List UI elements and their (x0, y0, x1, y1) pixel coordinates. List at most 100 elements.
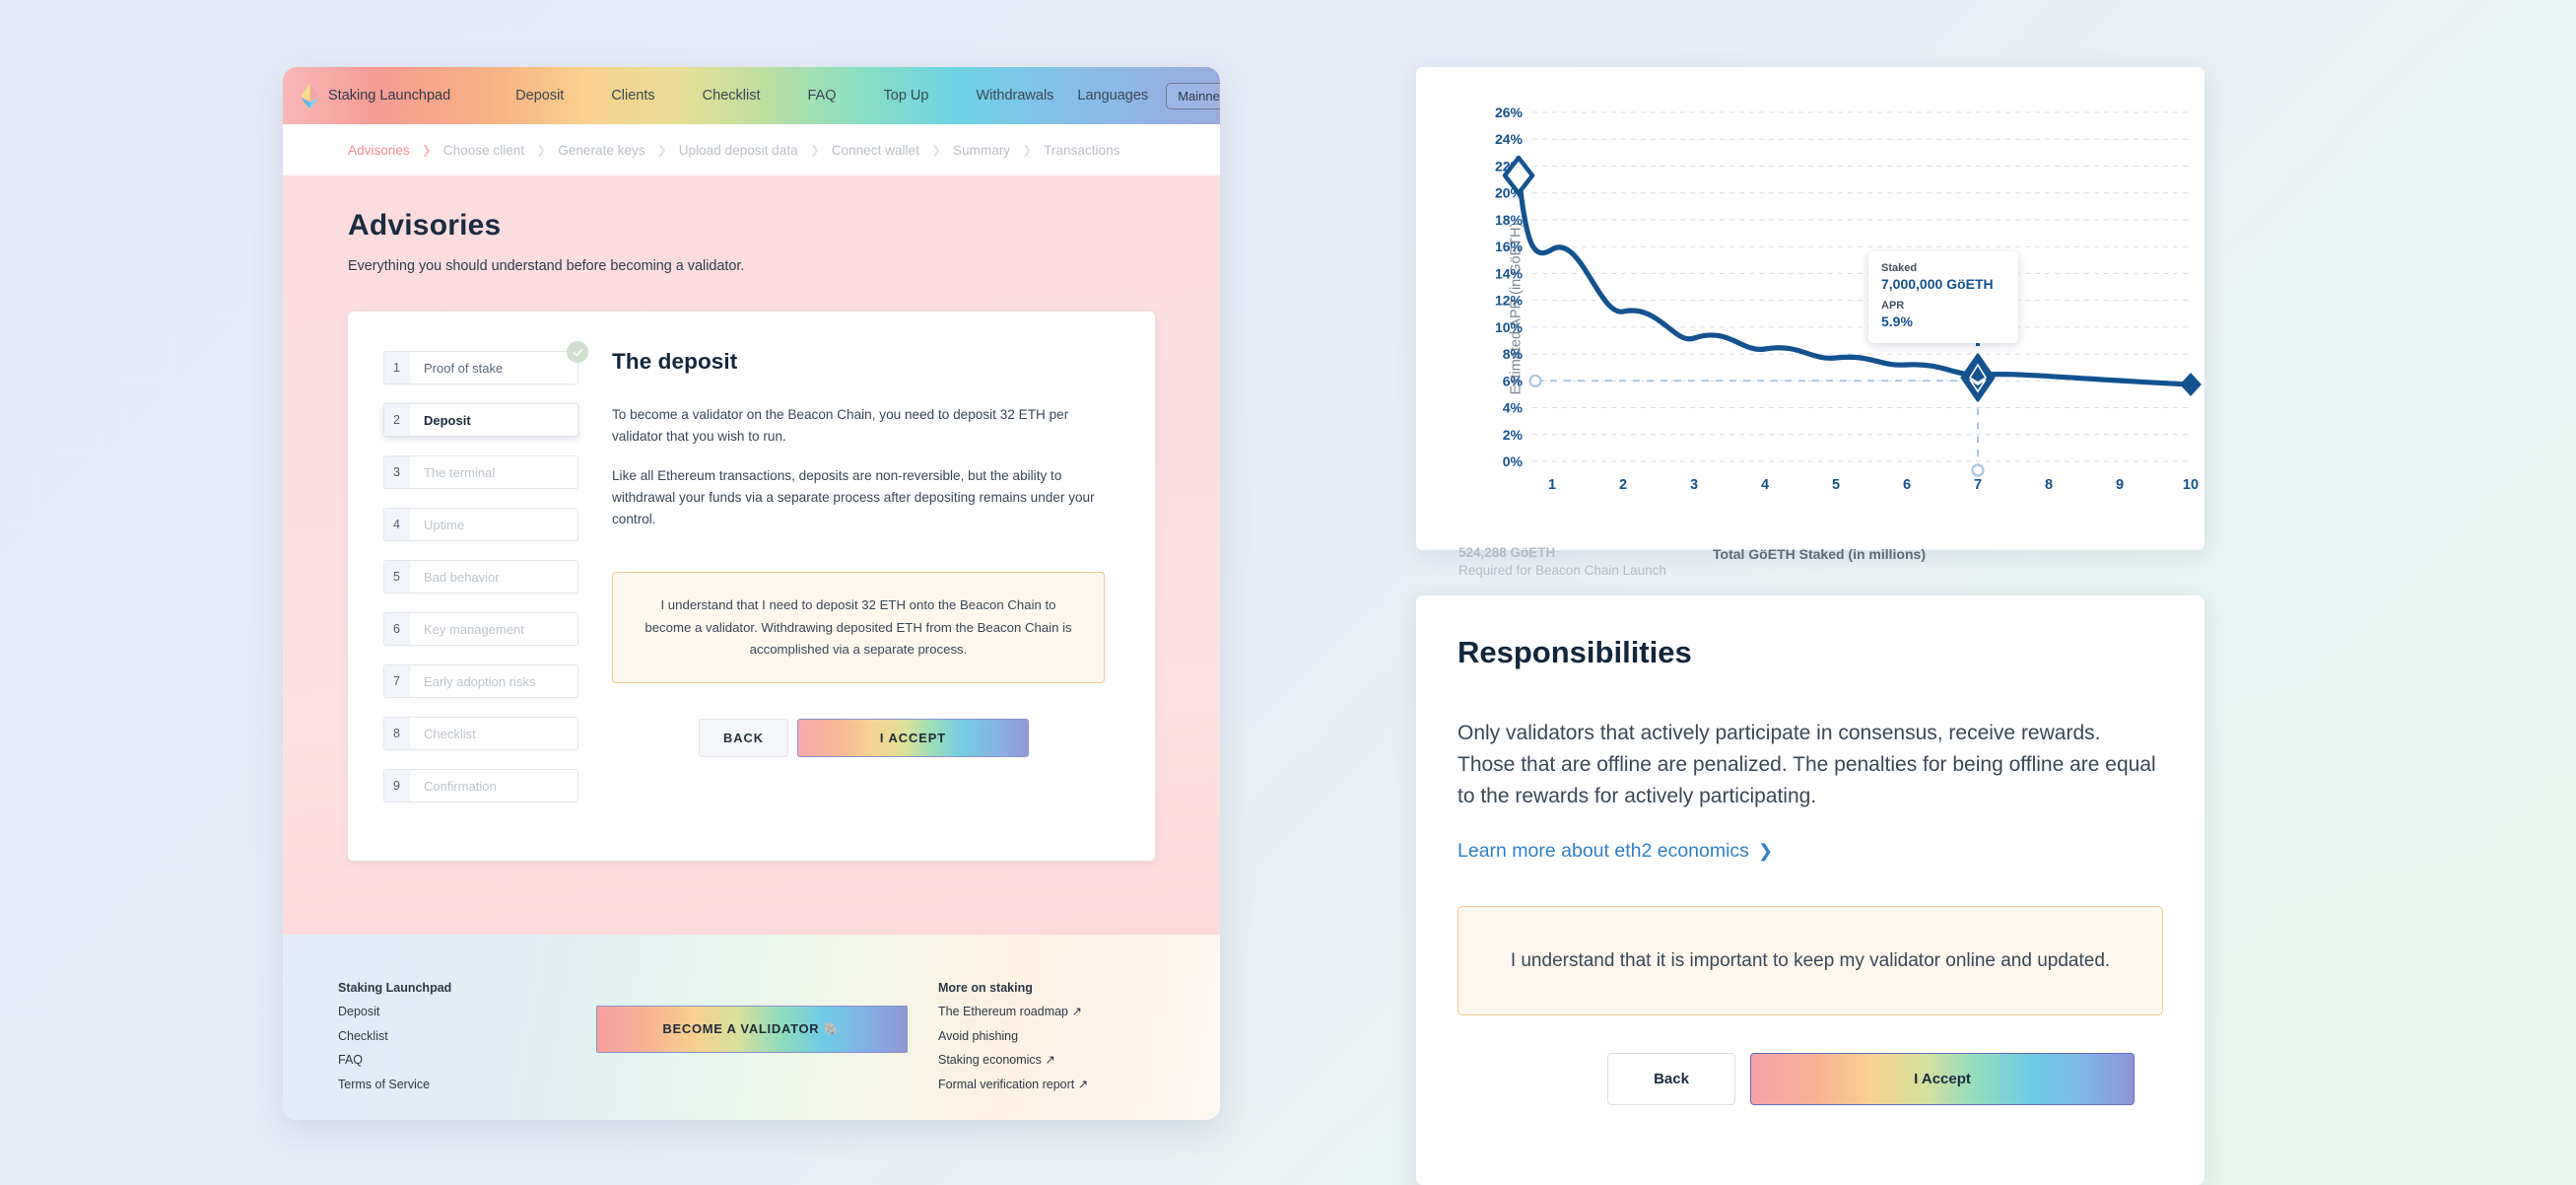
footer-right-links: More on staking The Ethereum roadmap ↗ A… (938, 976, 1165, 1096)
launchpad-window: Staking Launchpad Deposit Clients Checkl… (283, 67, 1220, 1120)
chart-required-amount: 524,288 GöETH (1458, 545, 1556, 560)
step-item-checklist[interactable]: 8 Checklist (383, 717, 578, 750)
step-number: 1 (384, 352, 410, 383)
tooltip-apr-value: 5.9% (1881, 314, 1913, 329)
languages-selector[interactable]: Languages (1077, 88, 1149, 104)
advisories-hero: Advisories Everything you should underst… (283, 175, 1220, 935)
step-item-proof-of-stake[interactable]: 1 Proof of stake (383, 341, 588, 384)
breadcrumb-item-choose-client[interactable]: Choose client (442, 142, 525, 158)
svg-text:5: 5 (1832, 477, 1840, 493)
svg-text:2: 2 (1619, 477, 1627, 493)
footer-link-formal-verification[interactable]: Formal verification report ↗ (938, 1077, 1089, 1091)
breadcrumb-separator: ❯ (1022, 143, 1033, 157)
step-item-the-terminal[interactable]: 3 The terminal (383, 455, 578, 489)
svg-text:3: 3 (1690, 477, 1698, 493)
footer-link-deposit[interactable]: Deposit (338, 1005, 380, 1019)
advisory-button-row: BACK I ACCEPT (612, 719, 1119, 758)
page-subtitle: Everything you should understand before … (348, 258, 745, 274)
responsibilities-back-button[interactable]: Back (1607, 1053, 1735, 1106)
svg-text:6: 6 (1903, 477, 1911, 493)
svg-text:0%: 0% (1503, 453, 1524, 469)
ethereum-logo-icon (301, 83, 319, 108)
back-button[interactable]: BACK (699, 719, 788, 758)
breadcrumb-separator: ❯ (809, 143, 820, 157)
advisory-paragraph-2: Like all Ethereum transactions, deposits… (612, 468, 1095, 527)
step-item-bad-behavior[interactable]: 5 Bad behavior (383, 560, 578, 593)
page-title: Advisories (348, 209, 502, 242)
chart-gridlines (1532, 111, 2193, 462)
footer-link-checklist[interactable]: Checklist (338, 1028, 388, 1043)
apr-chart-card: Estimated APR (in GöETH) (1416, 67, 2204, 578)
advisory-content: The deposit To become a validator on the… (612, 347, 1119, 821)
chart-required-note: 524,288 GöETH Required for Beacon Chain … (1458, 544, 1666, 580)
responsibilities-accept-button[interactable]: I Accept (1750, 1053, 2135, 1106)
breadcrumb: Advisories ❯ Choose client ❯ Generate ke… (283, 124, 1220, 175)
step-item-key-management[interactable]: 6 Key management (383, 612, 578, 646)
svg-text:26%: 26% (1495, 105, 1524, 120)
chart-start-marker (1502, 155, 1535, 196)
nav-links: Deposit Clients Checklist FAQ Top Up Wit… (492, 88, 1077, 104)
nav-link-deposit[interactable]: Deposit (515, 88, 565, 104)
chart-tooltip: Staked 7,000,000 GöETH APR 5.9% (1868, 251, 2018, 343)
svg-text:6%: 6% (1503, 373, 1524, 388)
tooltip-apr-key: APR (1881, 300, 1905, 313)
breadcrumb-item-transactions[interactable]: Transactions (1044, 142, 1120, 158)
step-label: Early adoption risks (424, 673, 536, 689)
step-label: Key management (424, 621, 524, 637)
step-item-deposit[interactable]: 2 Deposit (383, 403, 578, 437)
chart-end-marker (2180, 373, 2202, 396)
nav-right-group: Languages Mainnet (1077, 82, 1220, 109)
breadcrumb-item-upload-deposit-data[interactable]: Upload deposit data (678, 142, 798, 158)
svg-text:24%: 24% (1495, 131, 1524, 147)
svg-text:14%: 14% (1495, 265, 1524, 281)
breadcrumb-item-generate-keys[interactable]: Generate keys (558, 142, 645, 158)
breadcrumb-item-connect-wallet[interactable]: Connect wallet (831, 142, 919, 158)
nav-link-clients[interactable]: Clients (611, 88, 655, 104)
footer-link-terms-of-service[interactable]: Terms of Service (338, 1077, 431, 1091)
brand-logo-group[interactable]: Staking Launchpad (301, 83, 450, 108)
step-item-confirmation[interactable]: 9 Confirmation (383, 769, 578, 802)
top-navigation-bar: Staking Launchpad Deposit Clients Checkl… (283, 67, 1220, 124)
footer-link-faq[interactable]: FAQ (338, 1053, 364, 1068)
chart-x-tick-labels: 1 2 3 4 5 6 7 8 9 10 (1548, 477, 2199, 493)
step-number: 7 (384, 665, 410, 697)
footer-left-links: Staking Launchpad Deposit Checklist FAQ … (338, 976, 565, 1096)
breadcrumb-item-advisories[interactable]: Advisories (348, 142, 410, 158)
breadcrumb-separator: ❯ (421, 143, 432, 157)
svg-text:2%: 2% (1503, 427, 1524, 443)
responsibilities-body: Only validators that actively participat… (1457, 722, 2156, 807)
step-number: 6 (384, 613, 410, 645)
svg-text:8: 8 (2045, 477, 2053, 493)
become-a-validator-button[interactable]: BECOME A VALIDATOR 🐘 (595, 1006, 908, 1053)
learn-more-link-label: Learn more about eth2 economics (1457, 839, 1749, 862)
footer-link-avoid-phishing[interactable]: Avoid phishing (938, 1028, 1019, 1043)
footer-link-staking-economics[interactable]: Staking economics ↗ (938, 1053, 1055, 1068)
learn-more-link[interactable]: Learn more about eth2 economics ❯ (1457, 840, 1773, 863)
breadcrumb-item-summary[interactable]: Summary (952, 142, 1011, 158)
accept-button[interactable]: I ACCEPT (796, 719, 1029, 758)
tooltip-staked-key: Staked (1881, 262, 1918, 274)
nav-link-faq[interactable]: FAQ (807, 88, 837, 104)
advisories-panel: 1 Proof of stake 2 Deposit 3 The termina… (348, 312, 1155, 861)
nav-link-withdrawals[interactable]: Withdrawals (976, 88, 1054, 104)
svg-text:10%: 10% (1495, 319, 1524, 335)
responsibilities-card: Responsibilities Only validators that ac… (1416, 595, 2204, 1185)
advisory-paragraph-1: To become a validator on the Beacon Chai… (612, 407, 1069, 445)
step-number: 8 (384, 718, 410, 749)
chart-x-axis-label: Total GöETH Staked (in millions) (1713, 546, 1926, 562)
step-number: 4 (384, 509, 410, 540)
svg-text:7: 7 (1974, 477, 1982, 493)
footer-heading-more-on-staking: More on staking (938, 981, 1033, 995)
breadcrumb-separator: ❯ (656, 143, 667, 157)
step-item-uptime[interactable]: 4 Uptime (383, 508, 578, 541)
network-selector[interactable]: Mainnet (1166, 82, 1220, 109)
step-label: Uptime (424, 517, 465, 532)
footer-link-ethereum-roadmap[interactable]: The Ethereum roadmap ↗ (938, 1005, 1082, 1019)
footer-link-staking-launchpad[interactable]: Staking Launchpad (338, 981, 452, 995)
network-selector-label: Mainnet (1178, 88, 1220, 104)
ethereum-diamond-icon (1960, 353, 1996, 402)
nav-link-top-up[interactable]: Top Up (883, 88, 929, 104)
step-item-early-adoption-risks[interactable]: 7 Early adoption risks (383, 664, 578, 698)
nav-link-checklist[interactable]: Checklist (702, 88, 761, 104)
chart-line-series (1516, 171, 2194, 387)
